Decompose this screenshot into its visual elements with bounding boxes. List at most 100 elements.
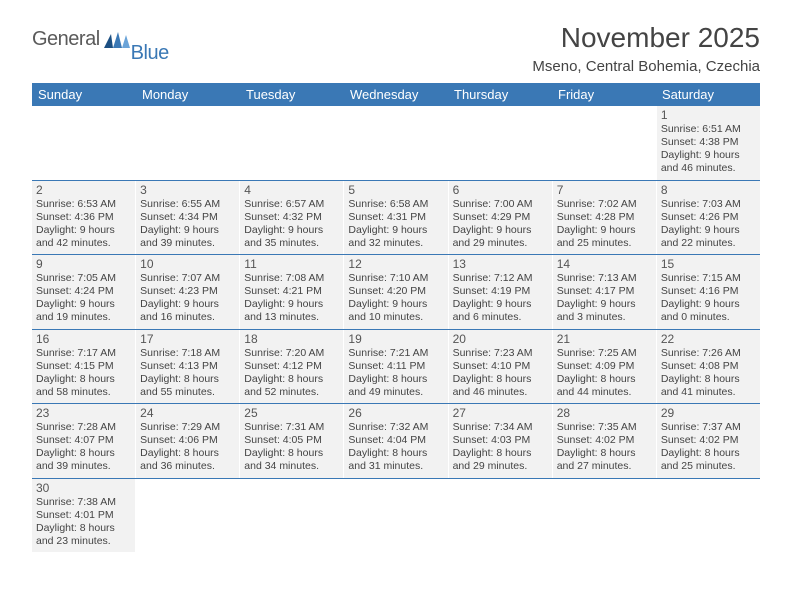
day-number: 24 [140, 406, 235, 420]
day-header-row: Sunday Monday Tuesday Wednesday Thursday… [32, 83, 760, 106]
week-row: 30Sunrise: 7:38 AM Sunset: 4:01 PM Dayli… [32, 479, 760, 553]
day-header: Tuesday [240, 83, 344, 106]
week-row: 2Sunrise: 6:53 AM Sunset: 4:36 PM Daylig… [32, 181, 760, 256]
day-number: 21 [557, 332, 652, 346]
day-header: Monday [136, 83, 240, 106]
day-header: Wednesday [344, 83, 448, 106]
day-info: Sunrise: 7:29 AM Sunset: 4:06 PM Dayligh… [140, 421, 235, 474]
day-info: Sunrise: 7:32 AM Sunset: 4:04 PM Dayligh… [348, 421, 443, 474]
day-cell: 23Sunrise: 7:28 AM Sunset: 4:07 PM Dayli… [32, 404, 136, 478]
week-row: 1Sunrise: 6:51 AM Sunset: 4:38 PM Daylig… [32, 106, 760, 181]
title-block: November 2025 Mseno, Central Bohemia, Cz… [532, 22, 760, 75]
day-info: Sunrise: 7:38 AM Sunset: 4:01 PM Dayligh… [36, 496, 131, 549]
day-header: Saturday [656, 83, 760, 106]
week-row: 9Sunrise: 7:05 AM Sunset: 4:24 PM Daylig… [32, 255, 760, 330]
day-cell: 22Sunrise: 7:26 AM Sunset: 4:08 PM Dayli… [657, 330, 760, 404]
day-cell: 19Sunrise: 7:21 AM Sunset: 4:11 PM Dayli… [344, 330, 448, 404]
day-cell: 1Sunrise: 6:51 AM Sunset: 4:38 PM Daylig… [657, 106, 760, 180]
day-number: 16 [36, 332, 131, 346]
day-number: 2 [36, 183, 131, 197]
day-cell: 17Sunrise: 7:18 AM Sunset: 4:13 PM Dayli… [136, 330, 240, 404]
week-row: 16Sunrise: 7:17 AM Sunset: 4:15 PM Dayli… [32, 330, 760, 405]
day-cell [136, 479, 240, 553]
day-cell: 3Sunrise: 6:55 AM Sunset: 4:34 PM Daylig… [136, 181, 240, 255]
day-number: 7 [557, 183, 652, 197]
day-cell: 10Sunrise: 7:07 AM Sunset: 4:23 PM Dayli… [136, 255, 240, 329]
day-number: 5 [348, 183, 443, 197]
day-cell: 9Sunrise: 7:05 AM Sunset: 4:24 PM Daylig… [32, 255, 136, 329]
day-cell: 28Sunrise: 7:35 AM Sunset: 4:02 PM Dayli… [553, 404, 657, 478]
day-cell [32, 106, 136, 180]
day-cell [344, 479, 448, 553]
day-info: Sunrise: 7:10 AM Sunset: 4:20 PM Dayligh… [348, 272, 443, 325]
day-cell: 18Sunrise: 7:20 AM Sunset: 4:12 PM Dayli… [240, 330, 344, 404]
day-info: Sunrise: 7:25 AM Sunset: 4:09 PM Dayligh… [557, 347, 652, 400]
day-cell [344, 106, 448, 180]
day-number: 4 [244, 183, 339, 197]
day-info: Sunrise: 7:00 AM Sunset: 4:29 PM Dayligh… [453, 198, 548, 251]
day-number: 26 [348, 406, 443, 420]
day-header: Sunday [32, 83, 136, 106]
day-number: 27 [453, 406, 548, 420]
day-cell: 8Sunrise: 7:03 AM Sunset: 4:26 PM Daylig… [657, 181, 760, 255]
day-cell: 15Sunrise: 7:15 AM Sunset: 4:16 PM Dayli… [657, 255, 760, 329]
day-number: 29 [661, 406, 756, 420]
day-cell: 27Sunrise: 7:34 AM Sunset: 4:03 PM Dayli… [449, 404, 553, 478]
day-cell: 24Sunrise: 7:29 AM Sunset: 4:06 PM Dayli… [136, 404, 240, 478]
day-cell [240, 479, 344, 553]
week-row: 23Sunrise: 7:28 AM Sunset: 4:07 PM Dayli… [32, 404, 760, 479]
day-cell [136, 106, 240, 180]
day-info: Sunrise: 7:03 AM Sunset: 4:26 PM Dayligh… [661, 198, 756, 251]
day-cell: 21Sunrise: 7:25 AM Sunset: 4:09 PM Dayli… [553, 330, 657, 404]
day-info: Sunrise: 6:58 AM Sunset: 4:31 PM Dayligh… [348, 198, 443, 251]
day-info: Sunrise: 7:13 AM Sunset: 4:17 PM Dayligh… [557, 272, 652, 325]
day-info: Sunrise: 7:08 AM Sunset: 4:21 PM Dayligh… [244, 272, 339, 325]
day-info: Sunrise: 6:51 AM Sunset: 4:38 PM Dayligh… [661, 123, 756, 176]
day-info: Sunrise: 7:26 AM Sunset: 4:08 PM Dayligh… [661, 347, 756, 400]
day-cell: 12Sunrise: 7:10 AM Sunset: 4:20 PM Dayli… [344, 255, 448, 329]
day-cell [553, 479, 657, 553]
day-cell: 29Sunrise: 7:37 AM Sunset: 4:02 PM Dayli… [657, 404, 760, 478]
day-info: Sunrise: 6:53 AM Sunset: 4:36 PM Dayligh… [36, 198, 131, 251]
day-info: Sunrise: 7:34 AM Sunset: 4:03 PM Dayligh… [453, 421, 548, 474]
day-info: Sunrise: 7:28 AM Sunset: 4:07 PM Dayligh… [36, 421, 131, 474]
day-number: 20 [453, 332, 548, 346]
day-number: 22 [661, 332, 756, 346]
day-number: 14 [557, 257, 652, 271]
day-cell: 13Sunrise: 7:12 AM Sunset: 4:19 PM Dayli… [449, 255, 553, 329]
day-info: Sunrise: 7:12 AM Sunset: 4:19 PM Dayligh… [453, 272, 548, 325]
day-number: 1 [661, 108, 756, 122]
day-info: Sunrise: 7:18 AM Sunset: 4:13 PM Dayligh… [140, 347, 235, 400]
day-number: 9 [36, 257, 131, 271]
day-number: 30 [36, 481, 131, 495]
day-number: 6 [453, 183, 548, 197]
day-info: Sunrise: 6:55 AM Sunset: 4:34 PM Dayligh… [140, 198, 235, 251]
day-info: Sunrise: 7:15 AM Sunset: 4:16 PM Dayligh… [661, 272, 756, 325]
day-cell: 5Sunrise: 6:58 AM Sunset: 4:31 PM Daylig… [344, 181, 448, 255]
day-number: 23 [36, 406, 131, 420]
day-cell: 11Sunrise: 7:08 AM Sunset: 4:21 PM Dayli… [240, 255, 344, 329]
day-number: 12 [348, 257, 443, 271]
day-info: Sunrise: 7:35 AM Sunset: 4:02 PM Dayligh… [557, 421, 652, 474]
day-cell: 30Sunrise: 7:38 AM Sunset: 4:01 PM Dayli… [32, 479, 136, 553]
day-cell: 14Sunrise: 7:13 AM Sunset: 4:17 PM Dayli… [553, 255, 657, 329]
header: General Blue November 2025 Mseno, Centra… [32, 22, 760, 75]
day-number: 25 [244, 406, 339, 420]
day-number: 8 [661, 183, 756, 197]
day-header: Thursday [448, 83, 552, 106]
day-number: 11 [244, 257, 339, 271]
logo: General Blue [32, 22, 170, 53]
month-title: November 2025 [532, 22, 760, 54]
day-info: Sunrise: 7:02 AM Sunset: 4:28 PM Dayligh… [557, 198, 652, 251]
day-info: Sunrise: 7:31 AM Sunset: 4:05 PM Dayligh… [244, 421, 339, 474]
day-cell [553, 106, 657, 180]
day-info: Sunrise: 6:57 AM Sunset: 4:32 PM Dayligh… [244, 198, 339, 251]
calendar: Sunday Monday Tuesday Wednesday Thursday… [32, 83, 760, 552]
logo-text-general: General [32, 28, 100, 51]
day-cell [449, 106, 553, 180]
day-info: Sunrise: 7:23 AM Sunset: 4:10 PM Dayligh… [453, 347, 548, 400]
day-cell: 25Sunrise: 7:31 AM Sunset: 4:05 PM Dayli… [240, 404, 344, 478]
day-number: 19 [348, 332, 443, 346]
day-number: 3 [140, 183, 235, 197]
logo-text-blue: Blue [131, 42, 169, 65]
